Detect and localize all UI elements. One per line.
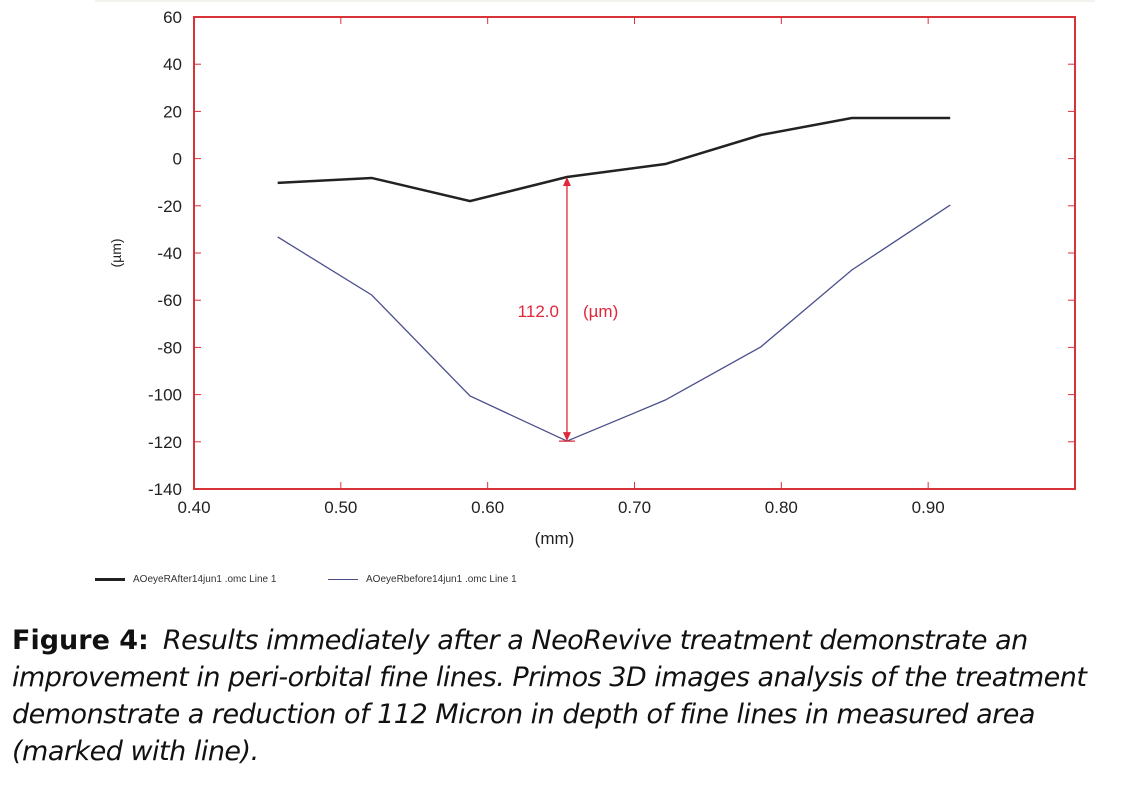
measurement-unit: (µm) <box>583 302 618 321</box>
legend-label: AOeyeRAfter14jun1 .omc Line 1 <box>133 574 277 585</box>
y-tick-label: -80 <box>157 338 182 357</box>
figure-caption: Figure 4: Results immediately after a Neo… <box>12 622 1112 770</box>
x-tick-label: 0.80 <box>765 498 798 517</box>
y-tick-label: -60 <box>157 291 182 310</box>
y-tick-label: 60 <box>163 8 182 27</box>
x-tick-label: 0.70 <box>618 498 651 517</box>
arrowhead-bottom <box>562 432 571 442</box>
y-tick-label: -20 <box>157 197 182 216</box>
x-tick-label: 0.50 <box>324 498 357 517</box>
x-tick-label: 0.90 <box>912 498 945 517</box>
y-tick-label: -140 <box>148 480 182 499</box>
plot-frame <box>193 16 1076 490</box>
x-tick-label: 0.60 <box>471 498 504 517</box>
x-tick-label: 0.40 <box>177 498 210 517</box>
series-line-after <box>277 116 951 203</box>
legend-item-before: AOeyeRbefore14jun1 .omc Line 1 <box>328 574 517 585</box>
legend-item-after: AOeyeRAfter14jun1 .omc Line 1 <box>95 574 276 585</box>
x-axis-label: (mm) <box>535 529 575 548</box>
arrowhead-top <box>562 177 571 187</box>
measurement-value: 112.0 <box>518 302 559 321</box>
caption-label: Figure 4: <box>12 625 149 656</box>
y-tick-label: 20 <box>163 102 182 121</box>
y-tick-label: -100 <box>148 386 182 405</box>
legend-swatch <box>95 578 125 581</box>
y-tick-label: 40 <box>163 55 182 74</box>
y-axis-label: (µm) <box>108 238 124 267</box>
caption-text: Results immediately after a NeoRevive tr… <box>12 625 1087 767</box>
y-tick-label: 0 <box>173 150 182 169</box>
y-tick-label: -40 <box>157 244 182 263</box>
series-line-before <box>277 204 951 442</box>
legend-label: AOeyeRbefore14jun1 .omc Line 1 <box>366 574 517 585</box>
y-tick-label: -120 <box>148 433 182 452</box>
legend-swatch <box>328 579 358 580</box>
